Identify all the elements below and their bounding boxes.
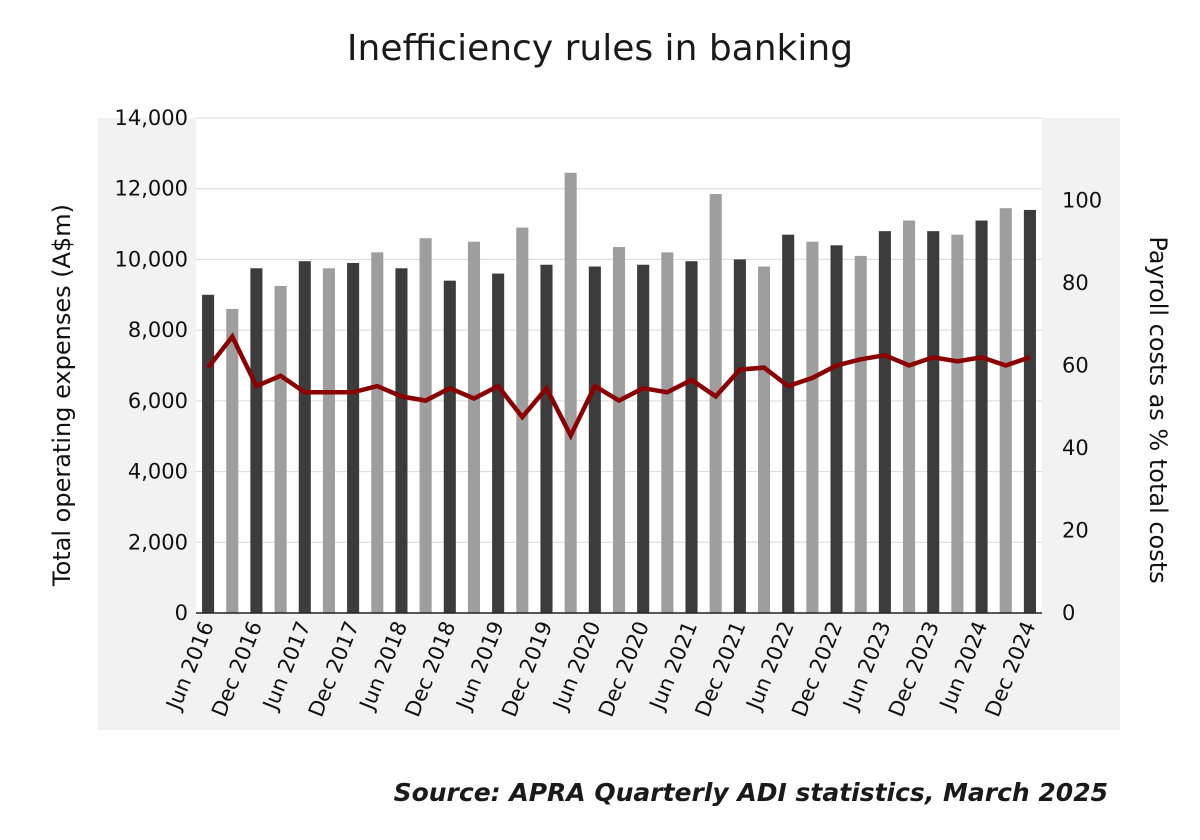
bar — [782, 234, 795, 613]
y-axis-left: 0 2,000 4,000 6,000 8,000 10,000 12,000 14,000 — [115, 106, 188, 625]
bar — [322, 268, 335, 613]
y2-tick-label: 100 — [1062, 189, 1102, 213]
bar — [274, 285, 287, 613]
y-tick-label: 2,000 — [128, 530, 188, 554]
y-tick-label: 14,000 — [115, 106, 188, 130]
y2-axis-title: Payroll costs as % total costs — [1144, 236, 1172, 583]
bar — [951, 234, 964, 613]
bar — [564, 172, 577, 613]
bar — [709, 194, 722, 613]
line-series — [206, 332, 1031, 441]
bar — [806, 241, 819, 613]
y2-tick-label: 80 — [1062, 271, 1089, 295]
payroll-line — [206, 332, 1031, 441]
bar — [999, 208, 1012, 614]
bar — [588, 266, 601, 613]
bar — [250, 268, 263, 613]
bar — [540, 264, 553, 613]
y-tick-label: 12,000 — [115, 177, 188, 201]
y2-tick-label: 0 — [1062, 601, 1075, 625]
bar — [612, 247, 626, 613]
bar — [371, 252, 384, 613]
y-tick-label: 6,000 — [128, 389, 188, 413]
y2-tick-label: 20 — [1062, 519, 1089, 543]
y2-tick-label: 60 — [1062, 354, 1089, 378]
bar — [443, 280, 456, 613]
y-tick-label: 0 — [175, 601, 188, 625]
bar — [757, 266, 771, 613]
chart-title: Inefficiency rules in banking — [346, 28, 854, 69]
bar — [1023, 209, 1036, 613]
bar — [927, 231, 940, 613]
bar — [685, 261, 698, 613]
y-axis-title: Total operating expenses (A$m) — [48, 204, 76, 587]
bar — [878, 231, 891, 613]
bar — [298, 261, 311, 613]
y-tick-label: 10,000 — [115, 247, 188, 271]
bar — [830, 245, 843, 614]
bar — [395, 268, 408, 613]
bar — [733, 259, 746, 613]
bar — [419, 238, 432, 613]
bar — [975, 220, 988, 614]
bar — [467, 241, 481, 613]
bar — [637, 264, 650, 613]
bar — [347, 262, 360, 613]
bar — [226, 308, 239, 613]
source-note: Source: APRA Quarterly ADI statistics, M… — [393, 778, 1108, 807]
bar — [492, 273, 505, 613]
bar — [202, 294, 215, 613]
bar — [661, 252, 674, 613]
bar — [903, 220, 916, 614]
bar — [854, 255, 867, 613]
y2-tick-label: 40 — [1062, 436, 1089, 460]
y-axis-right: 0 20 40 60 80 100 — [1062, 189, 1102, 626]
y-tick-label: 4,000 — [128, 460, 188, 484]
y-tick-label: 8,000 — [128, 318, 188, 342]
